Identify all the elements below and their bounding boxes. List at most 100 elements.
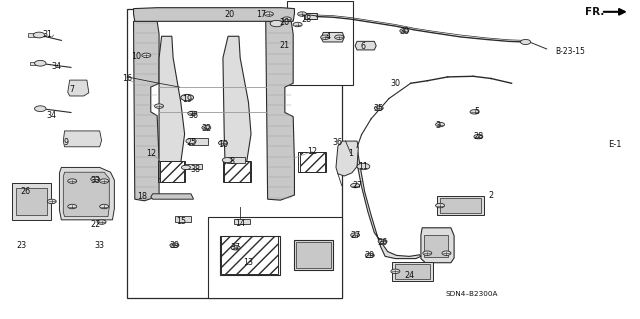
Polygon shape (60, 167, 115, 220)
Bar (160, 161, 184, 182)
Polygon shape (134, 8, 294, 21)
Circle shape (321, 35, 330, 40)
Circle shape (155, 104, 164, 108)
Circle shape (520, 40, 531, 45)
Bar (220, 236, 280, 275)
Circle shape (400, 29, 409, 33)
Bar (227, 157, 244, 163)
Text: 10: 10 (218, 140, 228, 149)
Polygon shape (266, 21, 294, 200)
Circle shape (474, 134, 483, 139)
Bar (159, 161, 185, 182)
Circle shape (181, 165, 190, 170)
Polygon shape (63, 172, 109, 217)
Bar (294, 240, 333, 270)
Text: 12: 12 (146, 149, 156, 158)
Circle shape (33, 32, 45, 38)
Text: 11: 11 (358, 162, 369, 171)
Bar (296, 242, 331, 268)
Bar (223, 161, 251, 182)
Bar (12, 183, 51, 220)
Bar (175, 216, 191, 222)
Circle shape (222, 158, 232, 163)
Text: B-23-15: B-23-15 (556, 47, 585, 56)
Text: 13: 13 (243, 258, 253, 267)
Text: 37: 37 (230, 243, 241, 252)
Bar (224, 161, 250, 182)
Circle shape (365, 253, 374, 258)
Text: 20: 20 (224, 10, 234, 19)
Text: 4: 4 (325, 32, 330, 41)
Bar (16, 188, 47, 215)
Text: 17: 17 (256, 11, 266, 19)
Bar (424, 235, 449, 257)
Circle shape (298, 12, 307, 16)
Text: 28: 28 (474, 132, 483, 141)
Text: 28: 28 (301, 15, 311, 24)
Text: 15: 15 (176, 217, 186, 226)
Circle shape (202, 125, 211, 130)
Polygon shape (355, 41, 376, 50)
Bar (436, 196, 484, 215)
Circle shape (68, 179, 77, 183)
Circle shape (100, 179, 109, 183)
Bar (392, 262, 433, 281)
Polygon shape (223, 36, 251, 181)
Text: 6: 6 (361, 42, 366, 51)
Circle shape (142, 53, 151, 57)
Text: 8: 8 (229, 157, 234, 166)
Circle shape (391, 269, 400, 273)
Circle shape (97, 220, 106, 224)
Circle shape (293, 22, 302, 27)
Text: 10: 10 (131, 52, 141, 61)
Bar (304, 13, 317, 19)
Bar (234, 219, 250, 224)
Text: 5: 5 (474, 108, 479, 116)
Polygon shape (151, 194, 193, 199)
Bar (186, 164, 202, 169)
Circle shape (470, 110, 479, 114)
Circle shape (374, 106, 383, 110)
Text: 35: 35 (374, 104, 384, 113)
Bar (30, 62, 42, 65)
Text: 24: 24 (404, 271, 415, 280)
Circle shape (100, 204, 109, 209)
Circle shape (357, 163, 370, 170)
Text: 29: 29 (365, 251, 375, 260)
Circle shape (335, 35, 344, 40)
Text: 26: 26 (20, 187, 30, 196)
Text: FR.: FR. (585, 7, 604, 17)
Text: 39: 39 (170, 241, 179, 250)
Text: 22: 22 (90, 220, 100, 229)
Text: 31: 31 (42, 31, 52, 40)
Circle shape (218, 141, 227, 145)
Circle shape (378, 239, 387, 244)
Bar (300, 152, 325, 172)
Circle shape (423, 251, 432, 256)
Text: 19: 19 (182, 95, 192, 104)
Polygon shape (336, 141, 358, 176)
Text: 20: 20 (280, 19, 290, 27)
Text: 34: 34 (47, 111, 57, 120)
Circle shape (436, 122, 445, 127)
Polygon shape (353, 146, 421, 259)
Circle shape (186, 138, 196, 144)
Circle shape (231, 246, 240, 250)
Text: 21: 21 (280, 41, 290, 50)
Text: 36: 36 (333, 137, 343, 146)
Text: 38: 38 (191, 165, 200, 174)
Text: 33: 33 (95, 241, 105, 250)
Polygon shape (134, 21, 159, 201)
Circle shape (351, 233, 360, 237)
Circle shape (170, 243, 179, 248)
Text: 9: 9 (63, 137, 68, 146)
Text: 27: 27 (352, 181, 362, 190)
Circle shape (91, 177, 100, 182)
Circle shape (264, 12, 273, 16)
Bar (395, 264, 430, 279)
Bar (298, 152, 326, 172)
Text: 23: 23 (16, 241, 26, 250)
Text: 7: 7 (70, 85, 75, 94)
Text: 36: 36 (189, 111, 198, 120)
Polygon shape (63, 131, 102, 147)
